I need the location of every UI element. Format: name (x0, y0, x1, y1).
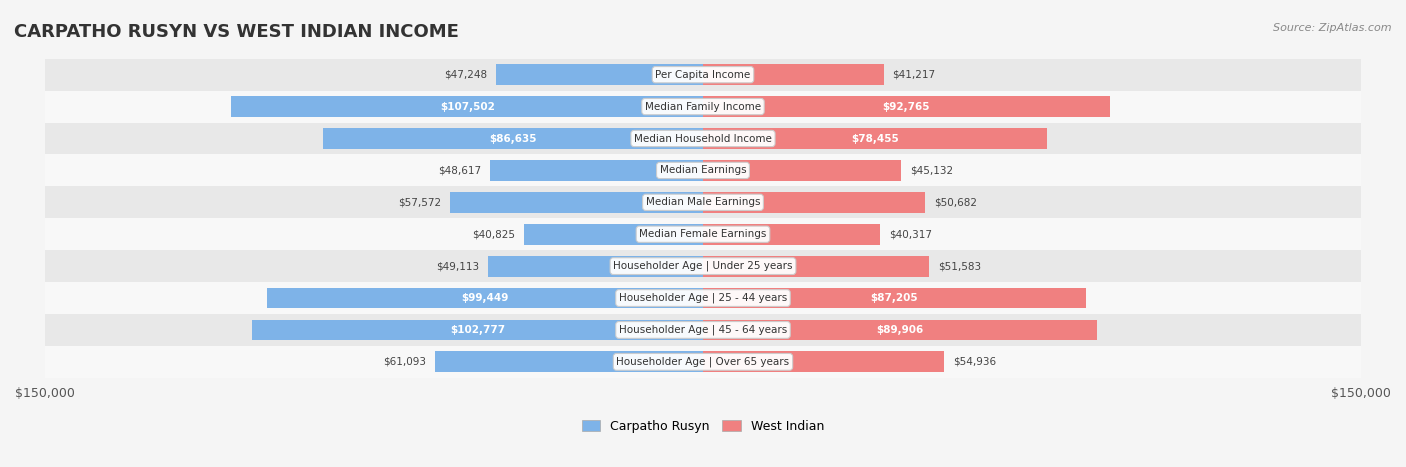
Bar (434, 352, 703, 372)
Text: $87,205: $87,205 (870, 293, 918, 303)
Bar (45, 314, 1361, 346)
Text: Median Earnings: Median Earnings (659, 165, 747, 176)
Bar (267, 288, 703, 308)
Legend: Carpatho Rusyn, West Indian: Carpatho Rusyn, West Indian (576, 415, 830, 438)
Bar (703, 96, 1109, 117)
Bar (252, 319, 703, 340)
Bar (524, 224, 703, 245)
Text: Median Male Earnings: Median Male Earnings (645, 198, 761, 207)
Text: Median Household Income: Median Household Income (634, 134, 772, 143)
Text: $57,572: $57,572 (398, 198, 441, 207)
Text: Householder Age | 45 - 64 years: Householder Age | 45 - 64 years (619, 325, 787, 335)
Bar (703, 64, 884, 85)
Bar (45, 346, 1361, 378)
Bar (488, 256, 703, 276)
Bar (703, 288, 1085, 308)
Text: Source: ZipAtlas.com: Source: ZipAtlas.com (1274, 23, 1392, 33)
Text: $92,765: $92,765 (883, 102, 931, 112)
Text: $54,936: $54,936 (953, 357, 995, 367)
Bar (703, 352, 943, 372)
Text: $99,449: $99,449 (461, 293, 509, 303)
Text: Householder Age | 25 - 44 years: Householder Age | 25 - 44 years (619, 293, 787, 303)
Bar (45, 122, 1361, 155)
Bar (45, 91, 1361, 122)
Text: $107,502: $107,502 (440, 102, 495, 112)
Text: $89,906: $89,906 (876, 325, 924, 335)
Text: Householder Age | Over 65 years: Householder Age | Over 65 years (616, 357, 790, 367)
Text: $50,682: $50,682 (934, 198, 977, 207)
Bar (45, 59, 1361, 91)
Text: $40,317: $40,317 (889, 229, 932, 239)
Bar (45, 218, 1361, 250)
Text: $47,248: $47,248 (444, 70, 486, 80)
Bar (45, 250, 1361, 282)
Text: Householder Age | Under 25 years: Householder Age | Under 25 years (613, 261, 793, 271)
Text: CARPATHO RUSYN VS WEST INDIAN INCOME: CARPATHO RUSYN VS WEST INDIAN INCOME (14, 23, 458, 42)
Text: $102,777: $102,777 (450, 325, 505, 335)
Bar (45, 155, 1361, 186)
Text: $40,825: $40,825 (472, 229, 515, 239)
Bar (703, 256, 929, 276)
Bar (703, 224, 880, 245)
Bar (45, 282, 1361, 314)
Text: Per Capita Income: Per Capita Income (655, 70, 751, 80)
Bar (489, 160, 703, 181)
Text: $41,217: $41,217 (893, 70, 936, 80)
Text: $45,132: $45,132 (910, 165, 953, 176)
Text: $48,617: $48,617 (437, 165, 481, 176)
Bar (703, 160, 901, 181)
Bar (496, 64, 703, 85)
Bar (703, 192, 925, 212)
Bar (45, 186, 1361, 218)
Bar (323, 128, 703, 149)
Bar (232, 96, 703, 117)
Text: Median Family Income: Median Family Income (645, 102, 761, 112)
Text: $51,583: $51,583 (938, 261, 981, 271)
Text: $49,113: $49,113 (436, 261, 479, 271)
Text: Median Female Earnings: Median Female Earnings (640, 229, 766, 239)
Text: $86,635: $86,635 (489, 134, 537, 143)
Bar (703, 319, 1098, 340)
Text: $61,093: $61,093 (384, 357, 426, 367)
Bar (450, 192, 703, 212)
Bar (703, 128, 1047, 149)
Text: $78,455: $78,455 (851, 134, 898, 143)
